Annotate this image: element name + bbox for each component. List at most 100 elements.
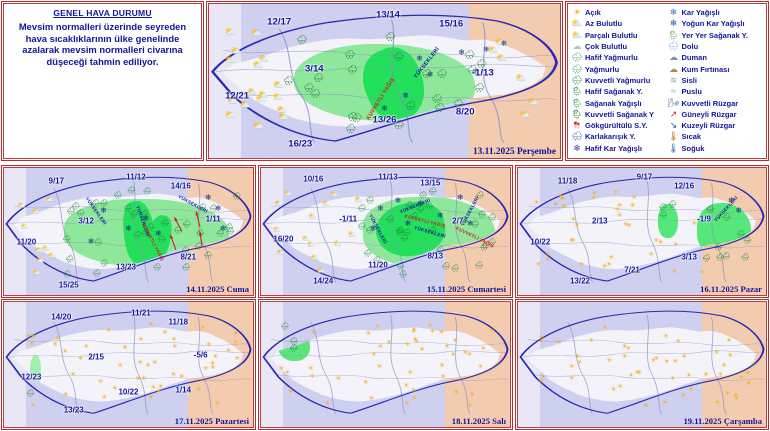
precipitation-zone: [657, 204, 679, 239]
legend-item-light-rain: 🌧 Hafif Yağmurlu: [571, 52, 668, 63]
general-weather-summary-panel: GENEL HAVA DURUMU Mevsim normalleri üzer…: [1, 1, 204, 161]
legend-left-column: ☀ Açık ⛅ Az Bulutlu ⛅ Parçalı Bulutlu ☁ Çok Bul…: [571, 7, 668, 154]
temperature-label: 13/26: [372, 114, 397, 125]
map-panel-saturday[interactable]: ⛅ 🌧 🌧 🌧 🌧 🌧 🌧 🌧 ⛅ 🌧 ⛅ 🌧 🌧 🌧 🌧 🌧 🌧 🌧 🌧 🌧 ⛅ 🌧 ⛅ ⛅ ⛅ 🌧 🌧 🌧 ⛅ 🌧 🌧 🌧 ⛅ 🌧 🌧 ⛅ ⛅ ⛅ 🌧 ⛅…: [258, 165, 513, 298]
overcast-icon: ☁: [572, 41, 582, 52]
legend-item-label: Soğuk: [681, 143, 705, 153]
fog-icon: ≋: [669, 74, 678, 85]
legend-item-hail: 🌧 Dolu: [668, 41, 765, 52]
map-left-margin: [4, 168, 27, 295]
snow-icon: ❄: [669, 7, 678, 18]
temperature-label: 2/13: [592, 216, 608, 226]
legend-item-label: Hafif Yağmurlu: [585, 53, 638, 63]
temperature-label: 11/20: [16, 237, 37, 247]
sandstorm-icon: ☁: [669, 63, 678, 74]
summary-title: GENEL HAVA DURUMU: [53, 8, 152, 18]
temperature-label: -5/6: [193, 350, 208, 359]
legend-item-label: Yoğun Kar Yağışlı: [681, 19, 745, 29]
legend-item-north-wind: ↘ Kuzeyli Rüzgar: [668, 120, 765, 131]
temperature-label: 12/21: [225, 90, 250, 102]
heavy-shower-icon: 🌦: [571, 108, 583, 119]
temperature-label: -1/11: [339, 214, 358, 224]
legend-item-label: Sıcak: [681, 132, 702, 142]
few-clouds-icon: ⛅: [571, 18, 583, 29]
province-borders: [5, 310, 252, 415]
partly-cloudy-icon: ⛅: [571, 29, 583, 40]
map-panel-tuesday[interactable]: ☀ ☀ ☀ ☀ ☀ ☀ 🌧 ☀ ☀ 🌧 ☀ ☀ ☀ ☀ 🌧 ☀ ☀ ☀ ☀ ☀ ☀ ☀ ☀ ☀ ☀ ☀ ☀ ☀ ☀ ☀ ☀ ☀ ☀ ☀ ☀ ☀ ☀ ☀ ☀ ☀…: [258, 299, 513, 430]
map-left-margin: [518, 302, 541, 427]
map-panel-friday[interactable]: ⛅🌧🌧🌧🌧🌧🌧🌧⛅🌧🌧🌧🌧🌧🌧🌧🌧🌧⛅⛅⛅🌧🌧🌧⛅🌧🌧🌧🌧🌧🌧🌧🌧⛅🌧⛅⛅🌧🌧🌧…: [1, 165, 256, 298]
legend-item-label: Açık: [585, 8, 601, 18]
temperature-label: 1/14: [175, 385, 192, 394]
legend-item-label: Kuvvetli Yağmurlu: [585, 75, 651, 85]
temperature-label: 7/21: [624, 265, 640, 275]
legend-panel: ☀ Açık ⛅ Az Bulutlu ⛅ Parçalı Bulutlu ☁ Çok Bul…: [565, 1, 769, 161]
legend-item-label: Dolu: [681, 42, 699, 52]
legend-item-label: Parçalı Bulutlu: [585, 30, 638, 40]
map-panel-thursday[interactable]: ⛅ 🌧 🌧 ⛅ 🌧 🌧 🌧 ⛅ 🌧 ⛅ ⛅ 🌧 ⛅ ⛅ 🌧 🌧 🌧 🌧 ⛅ ⛅ 🌧 ⛅ ⛅ 🌧 ⛅ 🌧 ⛅ ⛅ ⛅ 🌧 ⛅ 🌧 🌧 🌧 ⛅ 🌧 🌧 🌧 ⛅ 🌧…: [206, 1, 563, 161]
legend-item-label: Az Bulutlu: [585, 19, 623, 29]
temperature-label: 11/18: [557, 176, 578, 186]
temperature-label: 13/14: [375, 9, 401, 21]
legend-item-label: Karlakarışık Y.: [585, 132, 636, 142]
temperature-label: -1/9: [697, 214, 711, 224]
legend-item-label: Kum Fırtınası: [681, 64, 730, 74]
legend-item-rain: 🌧 Yağmurlu: [571, 63, 668, 74]
temperature-label: 9/17: [636, 172, 653, 182]
rain-icon: 🌧: [571, 63, 583, 74]
temperature-label: 12/16: [674, 181, 695, 191]
legend-item-heavy-rain: 🌧 Kuvvetli Yağmurlu: [571, 75, 668, 86]
map-left-margin: [261, 302, 284, 427]
temperature-label: 3/12: [78, 216, 94, 226]
legend-item-label: Kuzeyli Rüzgar: [681, 121, 736, 131]
legend-item-heavy-shower: 🌦 Kuvvetli Sağanak Y: [571, 109, 668, 120]
temperature-label: 10/22: [530, 237, 551, 247]
heavy-snow-icon: ❄: [669, 18, 678, 29]
legend-item-label: Sağanak Yağışlı: [585, 98, 642, 108]
province-borders: [5, 176, 252, 283]
legend-item-light-shower: 🌦 Hafif Sağanak Y.: [571, 86, 668, 97]
temperature-label: -1/13: [471, 67, 494, 79]
map-left-margin: [261, 168, 284, 295]
hail-icon: 🌧: [667, 41, 680, 52]
map-panel-sunday[interactable]: ☀ ☀ ☀ ☀ ☀ ☀ 🌧 ☀ ☀ ☀ 🌧 ☀ 🌧 ☀ ☀ 🌧 🌧 ☀ ☀ 🌧 🌧 ☀ 🌧 ☀ ☀ ☀ ☀ ☀ ☀ 🌧 🌧 ☀ ☀ ☀ ☀ ☀ ☀ 🌧 ☀ ☀…: [515, 165, 769, 298]
map-panel-wednesday[interactable]: ☀ ☀ ☀ ☀ ☀ ☀ ☀ ☀ ☀ ☀ ☀ ☀ ☀ ☀ ☀ ☀ ☀ ☀ ☀ ☀ ☀ ☀ ☀ ☀ ☀ ☀ ☀ ☀ ☀ ☀ ☀ ☀ ☀ ☀ ☀ ☀ ☀ ☀ ☀ ☀…: [515, 299, 769, 430]
province-borders: [519, 310, 765, 415]
map-date-caption: 15.11.2025 Cumartesi: [426, 284, 506, 294]
legend-item-label: Kuvvetli Sağanak Y: [585, 109, 655, 119]
legend-item-strong-wind: 🌬 Kuvvetli Rüzgar: [668, 97, 765, 108]
legend-item-cold: 🌡 Soğuk: [668, 143, 765, 154]
legend-item-south-wind: ↗ Güneyli Rüzgar: [668, 109, 765, 120]
legend-item-sleet: 🌨 Karlakarışık Y.: [571, 131, 668, 142]
map-date-caption: 17.11.2025 Pazartesi: [174, 416, 249, 426]
temperature-label: 11/18: [168, 317, 189, 327]
hot-icon: 🌡: [667, 131, 680, 142]
legend-item-fog: ≋ Sisli: [668, 75, 765, 86]
legend-right-column: ❄ Kar Yağışlı ❄ Yoğun Kar Yağışlı 🌦 Yer Yer S…: [668, 7, 765, 154]
temperature-label: 2/15: [88, 352, 104, 362]
legend-item-hot: 🌡 Sıcak: [668, 131, 765, 142]
map-date-caption: 13.11.2025 Perşembe: [472, 147, 556, 157]
map-left-margin: [4, 302, 27, 427]
sun-icon: ☀: [572, 7, 582, 18]
temperature-label: 11/12: [126, 172, 146, 182]
temperature-label: 11/20: [368, 260, 388, 270]
temperature-label: 12/23: [21, 372, 42, 382]
temperature-label: 11/21: [131, 308, 151, 318]
temperature-label: 13/22: [569, 276, 591, 286]
legend-item-thunderstorm: ⛈ Gökgürültülü S.Y.: [571, 120, 668, 131]
map-date-caption: 14.11.2025 Cuma: [186, 284, 249, 294]
summary-text: Mevsim normalleri üzerinde seyreden hava…: [18, 21, 187, 67]
south-wind-icon: ↗: [669, 108, 678, 119]
temperature-label: 13/23: [115, 262, 137, 272]
legend-item-label: Gökgürültülü S.Y.: [585, 121, 648, 131]
map-date-caption: 19.11.2025 Çarşamba: [683, 416, 762, 426]
map-panel-monday[interactable]: ☀ ☀ ☀ ☀ 🌧 ☀ ☀ ☀ ☀ ☀ ☀ ☀ ☀ ☀ ☀ ☀ ☀ ☀ ☀ ☀ ☀ ☀ ☀ ☀ ☀ ☀ ☀ ☀ ☀ ☀ ☀ ☀ ☀ ☀ ☀ ☀ ☀ ☀ ☀ ☀…: [1, 299, 256, 430]
light-snow-icon: ❄: [573, 142, 581, 153]
legend-item-label: Kuvvetli Rüzgar: [681, 98, 739, 108]
temperature-label: 14/16: [170, 181, 191, 191]
legend-item-sandstorm: ☁ Kum Fırtınası: [668, 63, 765, 74]
temperature-label: 2/7: [452, 216, 464, 226]
haze-icon: ≈: [671, 86, 676, 97]
light-shower-icon: 🌦: [571, 86, 583, 97]
